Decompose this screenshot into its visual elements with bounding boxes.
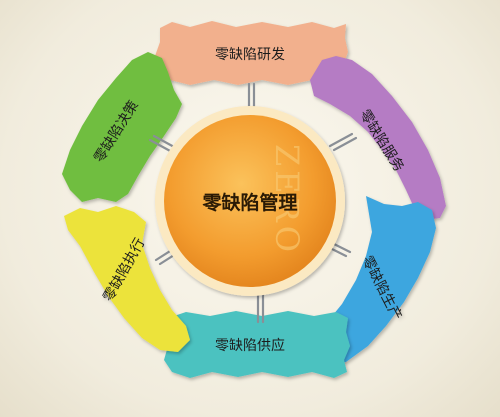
strip-execution-shape <box>64 206 190 352</box>
strip-research-shape <box>155 21 348 85</box>
strip-research: 零缺陷研发 <box>155 21 348 85</box>
center-title: 零缺陷管理 <box>201 191 297 214</box>
strip-supply-shape <box>163 311 350 378</box>
strip-service-shape <box>310 56 446 220</box>
clip-top-right <box>328 132 358 152</box>
center-node: ZERO 零缺陷管理 <box>155 106 345 296</box>
strip-research-label: 零缺陷研发 <box>215 47 285 63</box>
strip-supply-label: 零缺陷供应 <box>215 337 285 354</box>
center-watermark: ZERO <box>268 144 306 256</box>
clip-top-left <box>148 134 178 154</box>
strip-decision: 零缺陷决策 <box>62 52 182 202</box>
center-disc <box>164 115 336 287</box>
strip-execution: 零缺陷执行 <box>64 206 190 352</box>
strip-decision-shape <box>62 52 182 202</box>
strip-supply: 零缺陷供应 <box>163 311 350 378</box>
